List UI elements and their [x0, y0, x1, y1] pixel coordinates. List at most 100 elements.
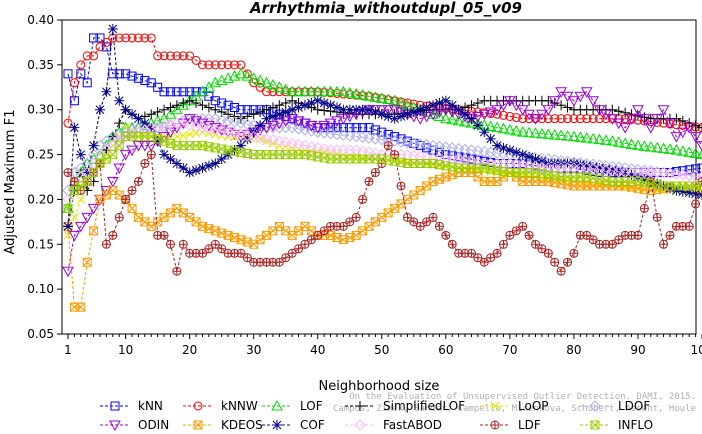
- data-point: [491, 105, 503, 116]
- data-point: [580, 87, 593, 98]
- data-point: [524, 151, 535, 162]
- data-point: [203, 160, 214, 171]
- data-point: [511, 113, 521, 123]
- series-fastabod: [62, 117, 702, 206]
- data-point: [114, 33, 124, 43]
- x-tick-label: 100: [691, 343, 702, 357]
- data-point: [550, 114, 560, 124]
- data-point: [620, 107, 631, 118]
- data-point: [286, 137, 298, 150]
- data-point: [536, 127, 548, 139]
- data-point: [421, 102, 432, 113]
- data-point: [529, 127, 542, 138]
- legend-label: LDF: [518, 418, 541, 432]
- data-point: [319, 226, 329, 236]
- data-point: [230, 60, 240, 70]
- data-point: [383, 129, 393, 139]
- data-point: [324, 118, 337, 130]
- data-point: [620, 167, 631, 178]
- data-point: [689, 147, 702, 158]
- data-point: [644, 123, 657, 134]
- data-point: [350, 87, 363, 99]
- data-point: [691, 164, 701, 174]
- y-tick-label: 0.35: [27, 58, 54, 72]
- data-point: [140, 76, 150, 86]
- data-point: [127, 33, 137, 43]
- data-point: [639, 203, 649, 213]
- legend-label: kNNW: [221, 399, 258, 413]
- data-point: [363, 146, 375, 159]
- data-point: [300, 239, 310, 249]
- data-point: [574, 91, 587, 103]
- data-point: [358, 194, 368, 204]
- data-point: [279, 83, 292, 95]
- data-point: [274, 257, 284, 267]
- data-point: [478, 109, 491, 121]
- y-tick-label: 0.20: [27, 192, 54, 206]
- data-point: [95, 42, 105, 52]
- y-axis-label: Adjusted Maximum F1: [3, 110, 18, 255]
- data-point: [127, 203, 137, 213]
- data-point: [217, 244, 227, 254]
- data-point: [388, 94, 401, 106]
- data-point: [127, 71, 137, 81]
- data-point: [159, 230, 169, 240]
- data-point: [530, 239, 540, 249]
- data-point: [492, 140, 503, 151]
- data-point: [306, 235, 316, 245]
- data-point: [204, 60, 214, 70]
- data-point: [178, 97, 189, 108]
- data-point: [89, 33, 99, 43]
- data-point: [197, 248, 207, 258]
- data-point: [248, 109, 259, 120]
- data-point: [466, 113, 477, 124]
- data-point: [318, 120, 331, 132]
- x-tick-label: 60: [438, 343, 453, 357]
- data-point: [127, 109, 138, 120]
- data-point: [409, 217, 419, 227]
- data-point: [511, 147, 522, 158]
- data-point: [190, 120, 202, 133]
- data-point: [165, 51, 175, 61]
- data-point: [600, 164, 611, 175]
- data-point: [563, 257, 573, 267]
- data-point: [69, 122, 80, 133]
- data-point: [612, 136, 625, 147]
- data-point: [677, 186, 688, 197]
- data-point: [696, 148, 702, 160]
- x-tick-label: 50: [374, 343, 389, 357]
- data-point: [152, 106, 163, 117]
- data-point: [63, 69, 73, 79]
- data-point: [504, 145, 515, 156]
- data-point: [165, 102, 176, 113]
- data-point: [75, 149, 86, 160]
- data-point: [440, 95, 451, 106]
- data-point: [63, 221, 73, 232]
- data-point: [452, 114, 465, 126]
- data-point: [434, 221, 444, 231]
- data-point: [108, 150, 118, 160]
- data-point: [324, 85, 337, 97]
- legend-item-fastabod: FastABOD: [345, 418, 442, 432]
- data-point: [203, 102, 214, 113]
- data-point: [178, 163, 189, 174]
- data-point: [101, 239, 111, 249]
- legend-label: ODIN: [138, 418, 169, 432]
- data-point: [510, 124, 523, 136]
- data-point: [87, 203, 100, 215]
- data-point: [434, 97, 445, 108]
- data-point: [659, 239, 669, 249]
- data-point: [402, 212, 412, 222]
- data-point: [101, 86, 112, 97]
- data-point: [267, 134, 279, 146]
- data-point: [292, 138, 305, 151]
- data-point: [236, 248, 246, 258]
- data-point: [383, 111, 394, 122]
- data-point: [593, 133, 606, 145]
- data-point: [664, 183, 675, 194]
- data-point: [132, 141, 145, 152]
- data-point: [652, 178, 663, 189]
- data-point: [375, 105, 388, 116]
- data-point: [516, 126, 529, 137]
